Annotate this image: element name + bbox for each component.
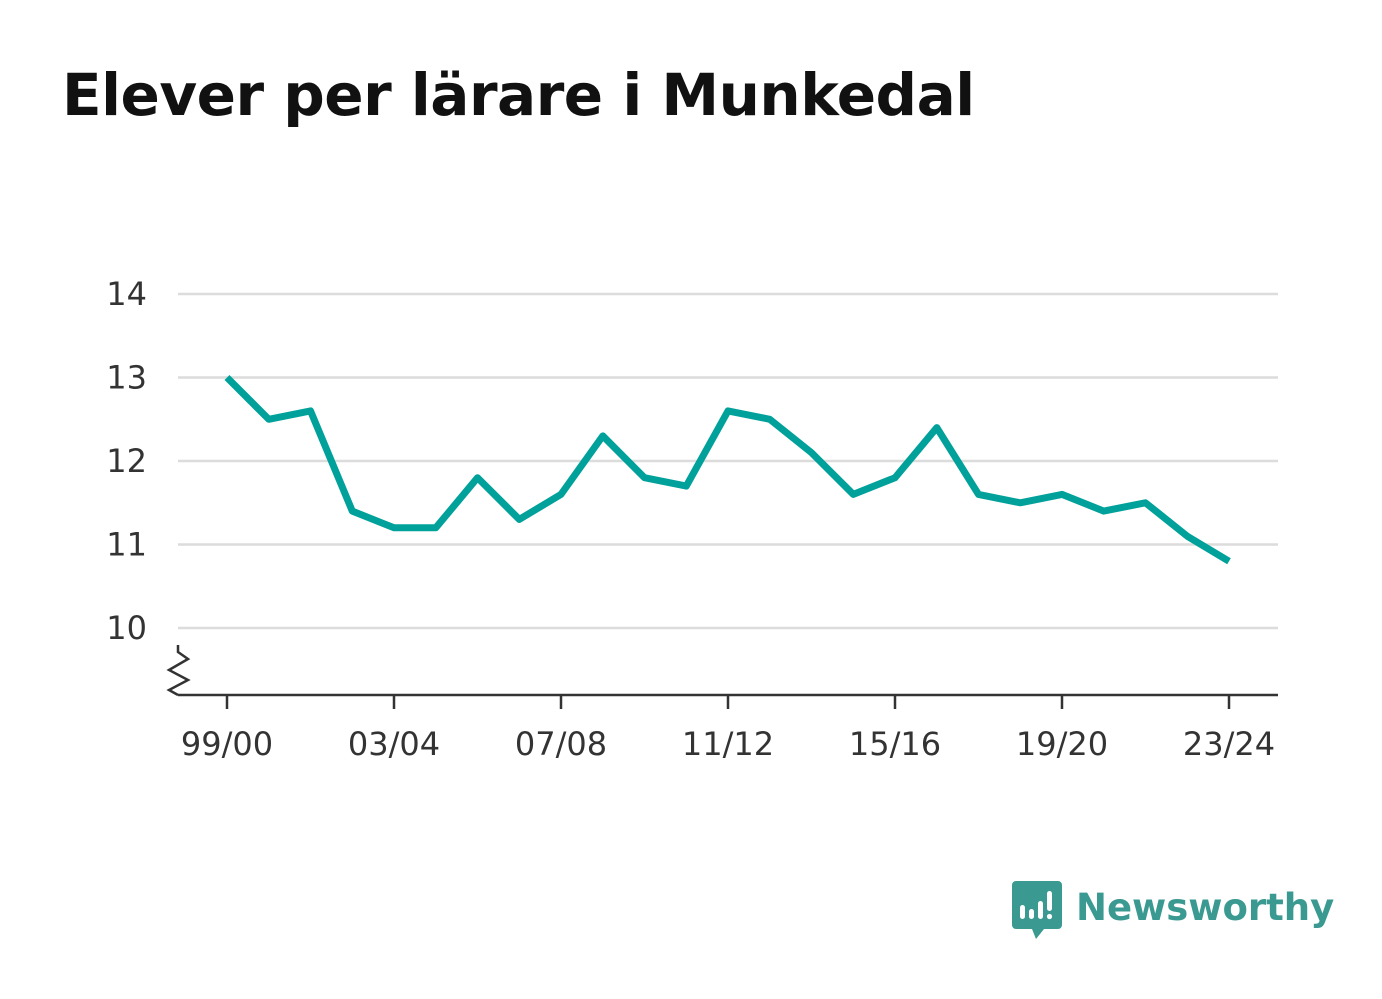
x-tick-label-11-12: 11/12 <box>682 725 774 763</box>
y-tick-label-13: 13 <box>106 359 147 397</box>
x-tick-label-03-04: 03/04 <box>348 725 440 763</box>
series-line-0 <box>224 375 1231 565</box>
x-tick-label-15-16: 15/16 <box>849 725 941 763</box>
x-axis-ticks: 99/00 03/04 07/08 11/12 15/16 19/20 23/24 <box>181 695 1275 763</box>
axis-break-zigzag <box>166 645 191 697</box>
bar-chart-speech-bubble-icon <box>1012 881 1062 939</box>
data-series <box>224 375 1231 565</box>
y-tick-label-10: 10 <box>106 609 147 647</box>
y-tick-label-12: 12 <box>106 442 147 480</box>
y-axis-labels: 10 11 12 13 14 <box>106 275 147 647</box>
chart-title: Elever per lärare i Munkedal <box>62 61 975 129</box>
gridlines <box>178 292 1278 630</box>
x-tick-label-19-20: 19/20 <box>1016 725 1108 763</box>
x-tick-label-23-24: 23/24 <box>1183 725 1275 763</box>
axis-break <box>166 645 191 697</box>
y-tick-label-14: 14 <box>106 275 147 313</box>
y-tick-label-11: 11 <box>106 526 147 564</box>
brand-name: Newsworthy <box>1076 885 1335 929</box>
x-tick-label-99-00: 99/00 <box>181 725 273 763</box>
x-tick-label-07-08: 07/08 <box>515 725 607 763</box>
brand-logo: Newsworthy <box>1012 880 1334 940</box>
